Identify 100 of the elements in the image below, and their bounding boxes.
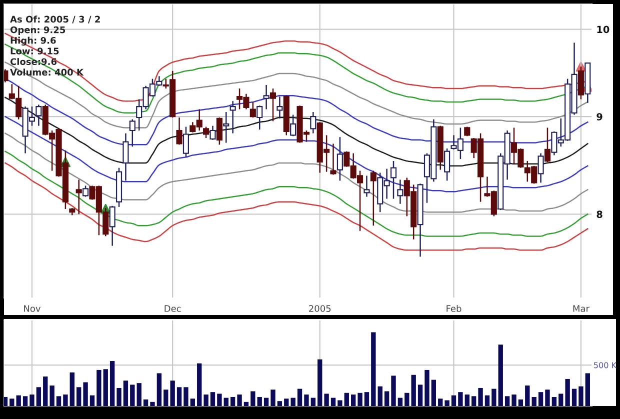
- bar: [498, 344, 503, 406]
- candlestick: [76, 179, 82, 215]
- bar: [63, 394, 68, 406]
- bar: [284, 398, 289, 406]
- bar: [277, 401, 282, 406]
- candlestick: [216, 116, 222, 146]
- candlestick: [223, 111, 230, 144]
- bar: [484, 395, 490, 406]
- bar: [116, 388, 122, 406]
- candlestick: [176, 116, 182, 146]
- bar: [70, 372, 74, 406]
- bar: [424, 370, 430, 406]
- candlestick: [397, 179, 404, 204]
- x-tick-label: Nov: [24, 305, 41, 312]
- candlestick: [203, 126, 210, 139]
- bar: [136, 383, 142, 406]
- bar: [103, 369, 108, 406]
- bar: [404, 392, 410, 406]
- bar: [431, 380, 436, 406]
- bar: [444, 400, 450, 406]
- bar: [330, 398, 336, 406]
- bar: [230, 396, 236, 406]
- bar: [16, 395, 21, 406]
- bar: [210, 392, 216, 406]
- bar: [532, 396, 536, 406]
- bar: [110, 360, 115, 406]
- bar: [464, 394, 470, 406]
- bar: [411, 374, 416, 406]
- candlestick: [364, 175, 370, 198]
- bar: [257, 396, 262, 406]
- x-tick-label: 2005: [309, 305, 331, 312]
- bar: [50, 386, 54, 406]
- bar: [565, 378, 570, 406]
- bar: [204, 394, 208, 406]
- bar: [350, 394, 356, 406]
- bar: [150, 402, 155, 406]
- bar: [224, 398, 228, 406]
- bar: [438, 398, 443, 406]
- bar: [558, 394, 564, 406]
- bar: [545, 390, 550, 406]
- bar: [156, 373, 162, 406]
- bar: [371, 332, 376, 406]
- bar: [310, 398, 316, 406]
- candlestick: [210, 125, 216, 141]
- x-tick-label: Feb: [446, 304, 462, 312]
- candlestick: [122, 132, 129, 182]
- bar: [56, 396, 62, 406]
- bar: [290, 398, 296, 406]
- bar: [170, 380, 175, 406]
- bar: [478, 388, 483, 406]
- bar: [318, 359, 322, 406]
- bar: [22, 396, 28, 406]
- candlestick: [336, 136, 343, 182]
- bar: [384, 391, 390, 406]
- bar: [270, 390, 276, 406]
- bar: [264, 398, 269, 406]
- bar: [197, 363, 202, 406]
- candlestick: [250, 101, 256, 118]
- bar: [130, 384, 135, 406]
- bar: [164, 390, 168, 406]
- bar: [184, 387, 188, 406]
- candlestick: [256, 104, 263, 130]
- bar: [176, 387, 182, 406]
- bar: [250, 391, 256, 406]
- candlestick: [263, 84, 270, 110]
- x-tick-label: Mar: [573, 305, 590, 312]
- bar: [451, 395, 456, 406]
- bar: [458, 392, 463, 406]
- bar: [324, 394, 329, 406]
- bar: [123, 380, 128, 406]
- candlestick: [310, 111, 316, 134]
- bar: [512, 394, 516, 406]
- y-tick-label: 10: [597, 26, 610, 34]
- candlestick: [109, 205, 116, 246]
- bar: [143, 399, 148, 406]
- bar: [297, 388, 302, 406]
- bar: [83, 382, 88, 406]
- bar: [471, 396, 476, 406]
- bar: [304, 394, 309, 406]
- bar: [344, 392, 349, 406]
- candlestick: [230, 100, 236, 134]
- bar: [43, 376, 48, 406]
- candlestick: [290, 114, 296, 137]
- bar: [518, 399, 524, 406]
- annotation: As Of: 2005 / 3 / 2: [10, 16, 100, 24]
- bar: [237, 394, 242, 406]
- bar: [30, 394, 34, 406]
- candlestick: [390, 160, 397, 200]
- bar: [244, 402, 249, 406]
- bar: [572, 388, 577, 406]
- bar: [552, 396, 557, 406]
- candlestick: [330, 143, 336, 176]
- y-tick-label: 9: [596, 113, 602, 120]
- bar: [190, 398, 195, 406]
- bar: [4, 396, 8, 406]
- candlestick: [129, 118, 136, 148]
- candlestick: [538, 152, 544, 184]
- bar: [10, 398, 14, 406]
- bar: [391, 376, 396, 406]
- bar: [36, 387, 42, 406]
